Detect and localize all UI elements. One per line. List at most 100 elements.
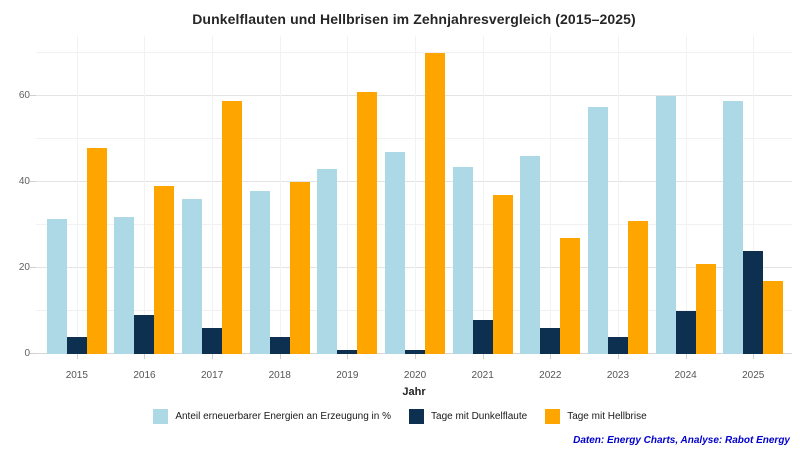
plot-bands: 2015 2016 2017 2018 2019 2020 2021 2022 2023 2024… — [43, 36, 787, 381]
gridline-x-2023 — [617, 36, 619, 354]
bar-tage-mit-dunkelflaute-2017 — [202, 328, 223, 354]
x-tick-mark-2018 — [279, 354, 281, 359]
chart-title: Dunkelflauten und Hellbrisen im Zehnjahr… — [192, 11, 636, 27]
bar-row-2020 — [381, 53, 449, 354]
year-group-2025: 2025 — [719, 36, 787, 381]
bar-tage-mit-hellbrise-2020 — [425, 53, 446, 354]
y-tick-label-20: 20 — [18, 262, 30, 274]
plot-area: 2015 2016 2017 2018 2019 2020 2021 2022 2023 2024… — [19, 36, 792, 381]
legend-swatch-anteil-erneuerbare-energien — [153, 409, 169, 424]
x-tick-mark-2024 — [685, 354, 687, 359]
legend-item-anteil-erneuerbare-energien: Anteil erneuerbarer Energien an Erzeugun… — [153, 409, 391, 424]
x-tick-label-2015: 2015 — [65, 370, 88, 381]
bar-row-2025 — [719, 100, 787, 354]
year-group-2024: 2024 — [652, 36, 720, 381]
gridline-x-2017 — [212, 36, 214, 354]
bar-tage-mit-hellbrise-2024 — [695, 263, 716, 354]
x-tick-label-2019: 2019 — [336, 370, 359, 381]
gridline-x-2019 — [347, 36, 349, 354]
gridline-y-40 — [36, 181, 792, 183]
bar-anteil-erneuerbare-energien-2022 — [520, 156, 541, 354]
year-group-2016: 2016 — [111, 36, 179, 381]
bar-anteil-erneuerbare-energien-2024 — [655, 96, 676, 354]
bar-tage-mit-hellbrise-2015 — [86, 147, 107, 354]
x-tick-label-2021: 2021 — [471, 370, 494, 381]
bar-row-2019 — [314, 91, 382, 354]
gridline-x-2022 — [550, 36, 552, 354]
gridline-x-2020 — [415, 36, 417, 354]
year-group-2019: 2019 — [314, 36, 382, 381]
bar-row-2021 — [449, 167, 517, 354]
gridline-x-2018 — [279, 36, 281, 354]
x-tick-label-2024: 2024 — [674, 370, 697, 381]
year-group-2017: 2017 — [178, 36, 246, 381]
y-tick-mark-20 — [30, 267, 36, 269]
bar-anteil-erneuerbare-energien-2017 — [182, 199, 203, 354]
bar-tage-mit-dunkelflaute-2018 — [269, 336, 290, 354]
bar-row-2017 — [178, 100, 246, 354]
x-tick-label-2022: 2022 — [539, 370, 562, 381]
gridline-y-20 — [36, 267, 792, 269]
bar-row-2018 — [246, 182, 314, 354]
bar-row-2024 — [652, 96, 720, 354]
bar-anteil-erneuerbare-energien-2020 — [385, 152, 406, 354]
gridline-x-2015 — [76, 36, 78, 354]
bar-tage-mit-dunkelflaute-2025 — [743, 250, 764, 354]
bar-tage-mit-hellbrise-2019 — [357, 91, 378, 354]
bar-anteil-erneuerbare-energien-2019 — [317, 169, 338, 354]
gridline-y-50 — [36, 138, 792, 140]
x-tick-mark-2016 — [144, 354, 146, 359]
x-axis-title: Jahr — [402, 386, 426, 398]
x-tick-mark-2019 — [347, 354, 349, 359]
year-group-2023: 2023 — [584, 36, 652, 381]
bar-tage-mit-hellbrise-2017 — [222, 100, 243, 354]
x-tick-mark-2017 — [212, 354, 214, 359]
bar-tage-mit-dunkelflaute-2024 — [675, 311, 696, 354]
attribution-text: Daten: Energy Charts, Analyse: Rabot Ene… — [573, 435, 790, 446]
y-tick-mark-60 — [30, 95, 36, 97]
bar-anteil-erneuerbare-energien-2025 — [723, 100, 744, 354]
gridline-y-70 — [36, 52, 792, 54]
bar-tage-mit-dunkelflaute-2019 — [337, 349, 358, 354]
x-tick-label-2023: 2023 — [606, 370, 630, 381]
bar-tage-mit-hellbrise-2018 — [289, 182, 310, 354]
x-tick-mark-2025 — [753, 354, 755, 359]
x-tick-mark-2022 — [550, 354, 552, 359]
bar-row-2022 — [516, 156, 584, 354]
bar-tage-mit-dunkelflaute-2022 — [540, 328, 561, 354]
year-group-2015: 2015 — [43, 36, 111, 381]
y-tick-label-0: 0 — [24, 348, 30, 359]
x-tick-label-2017: 2017 — [200, 370, 224, 381]
x-tick-label-2018: 2018 — [268, 370, 291, 381]
bar-anteil-erneuerbare-energien-2016 — [114, 216, 135, 354]
gridline-x-2016 — [144, 36, 146, 354]
bar-tage-mit-hellbrise-2021 — [492, 195, 513, 354]
year-group-2020: 2020 — [381, 36, 449, 381]
legend-swatch-tage-mit-dunkelflaute — [409, 409, 425, 424]
bar-tage-mit-hellbrise-2022 — [560, 238, 581, 354]
y-tick-label-40: 40 — [18, 176, 30, 188]
y-tick-mark-0 — [30, 353, 36, 354]
bar-anteil-erneuerbare-energien-2015 — [46, 218, 67, 354]
x-tick-label-2025: 2025 — [742, 370, 765, 381]
bar-tage-mit-dunkelflaute-2016 — [134, 315, 155, 354]
x-tick-mark-2021 — [482, 354, 484, 359]
legend-swatch-tage-mit-hellbrise — [545, 409, 561, 424]
x-tick-mark-2023 — [617, 354, 619, 359]
gridline-y-10 — [36, 310, 792, 311]
gridline-x-2024 — [685, 36, 687, 354]
bar-tage-mit-dunkelflaute-2020 — [405, 349, 426, 354]
legend-label-tage-mit-hellbrise: Tage mit Hellbrise — [567, 411, 647, 422]
legend-item-tage-mit-dunkelflaute: Tage mit Dunkelflaute — [409, 409, 527, 424]
y-tick-label-60: 60 — [18, 90, 30, 102]
bar-row-2016 — [111, 186, 179, 354]
x-tick-mark-2020 — [415, 354, 417, 359]
bar-anteil-erneuerbare-energien-2023 — [587, 106, 608, 354]
year-group-2021: 2021 — [449, 36, 517, 381]
legend-label-tage-mit-dunkelflaute: Tage mit Dunkelflaute — [431, 411, 528, 422]
y-tick-mark-40 — [30, 181, 36, 183]
bar-tage-mit-hellbrise-2023 — [627, 220, 648, 354]
x-tick-mark-2015 — [76, 354, 78, 359]
bar-anteil-erneuerbare-energien-2021 — [452, 167, 473, 354]
